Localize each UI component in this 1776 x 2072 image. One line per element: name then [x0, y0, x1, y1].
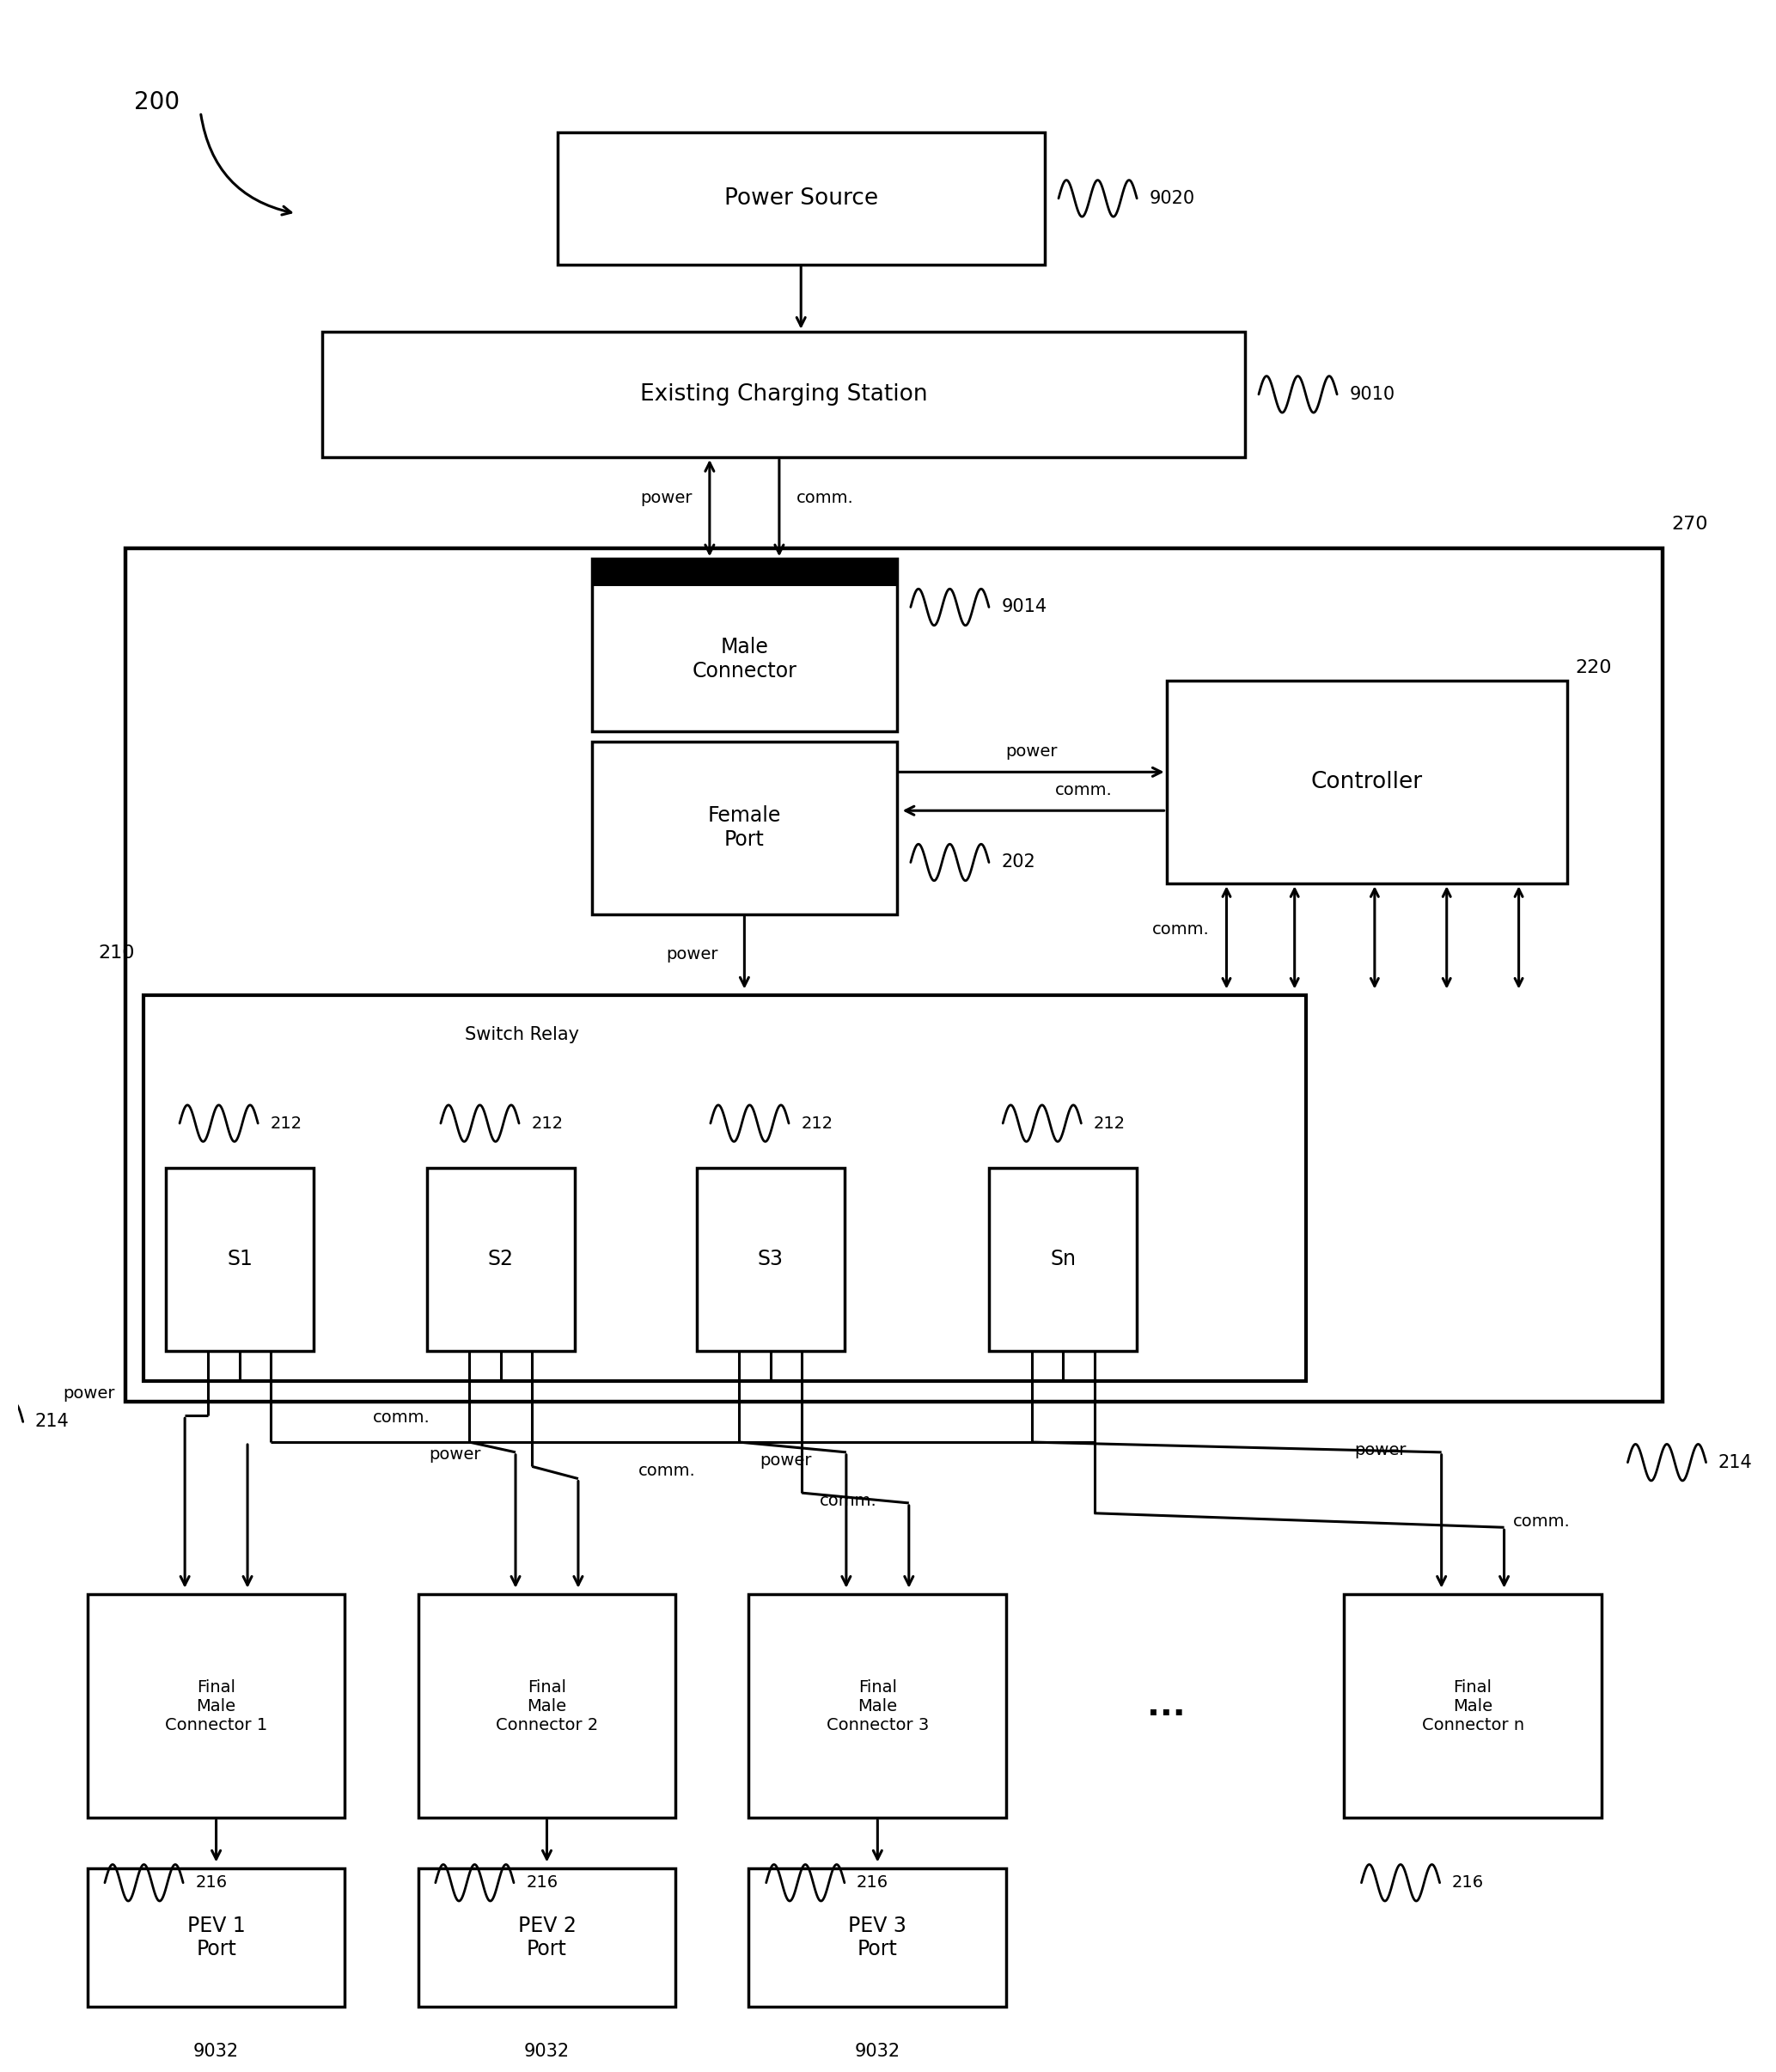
Text: power: power: [760, 1452, 812, 1469]
Text: 212: 212: [801, 1115, 833, 1131]
Text: 9014: 9014: [1002, 599, 1046, 615]
Bar: [87, 1869, 345, 2006]
Text: comm.: comm.: [1153, 922, 1209, 937]
Text: Power Source: Power Source: [725, 186, 877, 209]
Text: PEV 2
Port: PEV 2 Port: [519, 1915, 575, 1960]
Bar: [144, 995, 1305, 1382]
Text: 9032: 9032: [194, 2043, 240, 2060]
Text: Sn: Sn: [1050, 1249, 1076, 1270]
Text: comm.: comm.: [1055, 781, 1112, 798]
Bar: [1167, 680, 1566, 885]
Text: 220: 220: [1575, 659, 1613, 678]
Bar: [126, 549, 1662, 1401]
Text: S3: S3: [758, 1249, 783, 1270]
Text: 200: 200: [135, 89, 179, 114]
Bar: [749, 1595, 1007, 1817]
Text: comm.: comm.: [1513, 1513, 1570, 1529]
Text: comm.: comm.: [819, 1492, 877, 1508]
Bar: [1344, 1595, 1602, 1817]
Text: comm.: comm.: [797, 489, 854, 506]
Bar: [749, 1869, 1007, 2006]
Bar: [591, 559, 897, 731]
Text: 270: 270: [1671, 516, 1709, 533]
Text: 216: 216: [1453, 1875, 1483, 1892]
Bar: [989, 1169, 1137, 1351]
Bar: [591, 559, 897, 586]
Text: Final
Male
Connector 2: Final Male Connector 2: [496, 1678, 599, 1732]
Text: power: power: [639, 489, 693, 506]
Bar: [591, 742, 897, 914]
Text: power: power: [1355, 1442, 1407, 1459]
Text: 9010: 9010: [1350, 385, 1394, 402]
Text: 214: 214: [36, 1413, 69, 1430]
Bar: [696, 1169, 844, 1351]
Text: PEV 1
Port: PEV 1 Port: [186, 1915, 245, 1960]
Text: S1: S1: [227, 1249, 252, 1270]
Text: S2: S2: [488, 1249, 513, 1270]
Text: power: power: [64, 1386, 115, 1401]
Bar: [87, 1595, 345, 1817]
Text: 212: 212: [270, 1115, 302, 1131]
Text: 216: 216: [195, 1875, 227, 1892]
Text: power: power: [666, 947, 718, 963]
Text: Female
Port: Female Port: [707, 806, 781, 850]
Bar: [426, 1169, 575, 1351]
Bar: [558, 133, 1044, 265]
Text: Final
Male
Connector n: Final Male Connector n: [1421, 1678, 1524, 1732]
Text: 9020: 9020: [1149, 191, 1195, 207]
Text: 9032: 9032: [524, 2043, 570, 2060]
Text: comm.: comm.: [638, 1463, 696, 1479]
Text: 210: 210: [98, 945, 135, 961]
Text: 216: 216: [526, 1875, 558, 1892]
Text: power: power: [428, 1446, 481, 1463]
Text: 212: 212: [531, 1115, 563, 1131]
Text: PEV 3
Port: PEV 3 Port: [849, 1915, 908, 1960]
Bar: [417, 1595, 675, 1817]
Text: Controller: Controller: [1311, 771, 1423, 794]
Text: 202: 202: [1002, 854, 1035, 870]
Text: 9032: 9032: [854, 2043, 900, 2060]
Bar: [321, 332, 1245, 458]
Text: Switch Relay: Switch Relay: [465, 1026, 579, 1042]
Text: ...: ...: [1147, 1691, 1186, 1722]
Bar: [417, 1869, 675, 2006]
Text: 214: 214: [1717, 1455, 1753, 1471]
Text: Final
Male
Connector 1: Final Male Connector 1: [165, 1678, 268, 1732]
Text: 216: 216: [856, 1875, 888, 1892]
Text: power: power: [1005, 744, 1057, 760]
Bar: [165, 1169, 314, 1351]
Text: Final
Male
Connector 3: Final Male Connector 3: [826, 1678, 929, 1732]
Text: 212: 212: [1094, 1115, 1126, 1131]
Text: Existing Charging Station: Existing Charging Station: [639, 383, 927, 406]
Text: Male
Connector: Male Connector: [693, 636, 797, 682]
Text: comm.: comm.: [373, 1409, 430, 1426]
